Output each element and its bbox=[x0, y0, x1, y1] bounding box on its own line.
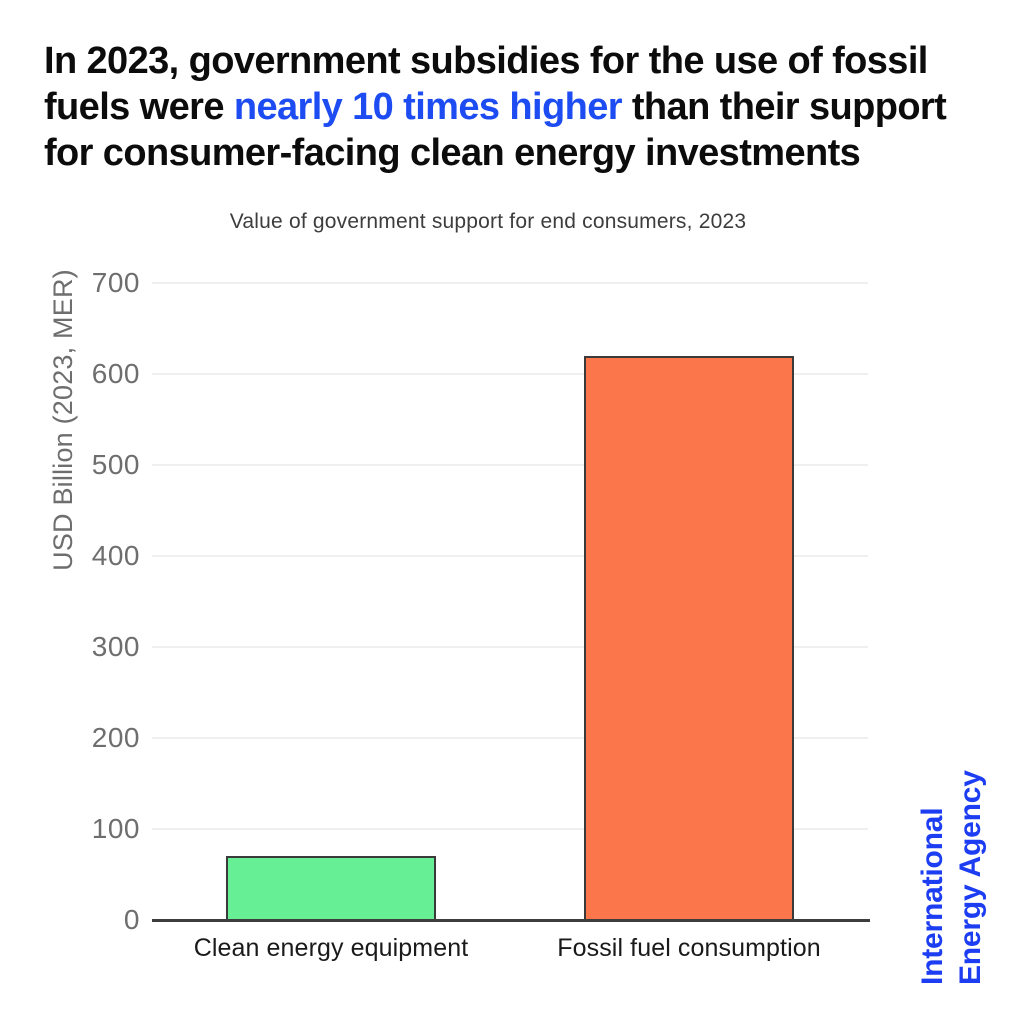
title-text: than their support bbox=[621, 86, 947, 128]
bar-clean-energy-equipment bbox=[226, 856, 436, 920]
title-text: fuels were bbox=[44, 86, 234, 128]
title-text: In 2023, government subsidies for the us… bbox=[44, 40, 928, 82]
gridline-500 bbox=[152, 464, 868, 466]
y-axis-label: USD Billion (2023, MER) bbox=[48, 269, 78, 571]
iea-logo-line2: Energy Agency bbox=[954, 770, 987, 985]
title-highlight-text: nearly 10 times higher bbox=[233, 86, 623, 128]
gridline-100 bbox=[152, 828, 868, 830]
y-tick-label-100: 100 bbox=[91, 813, 140, 844]
y-tick-label-400: 400 bbox=[91, 540, 140, 571]
gridline-400 bbox=[152, 555, 868, 557]
gridline-600 bbox=[152, 373, 868, 375]
chart-subtitle: Value of government support for end cons… bbox=[229, 210, 747, 233]
y-tick-label-700: 700 bbox=[91, 267, 140, 298]
gridline-300 bbox=[152, 646, 868, 648]
x-category-label-1: Clean energy equipment bbox=[193, 934, 469, 962]
x-category-label-2: Fossil fuel consumption bbox=[557, 934, 821, 962]
y-tick-label-500: 500 bbox=[91, 449, 140, 480]
iea-logo-line1: International bbox=[916, 807, 949, 985]
gridline-200 bbox=[152, 737, 868, 739]
y-tick-label-600: 600 bbox=[91, 358, 140, 389]
iea-logo-text: International Energy Agency bbox=[914, 770, 990, 985]
bar-fossil-fuel-consumption bbox=[584, 355, 794, 920]
y-tick-label-300: 300 bbox=[91, 631, 140, 662]
y-tick-label-200: 200 bbox=[91, 722, 140, 753]
y-tick-label-0: 0 bbox=[123, 904, 140, 935]
page-title: In 2023, government subsidies for the us… bbox=[44, 38, 994, 176]
x-axis-line bbox=[152, 919, 870, 922]
gridline-700 bbox=[152, 282, 868, 284]
title-text: for consumer-facing clean energy investm… bbox=[44, 132, 861, 174]
